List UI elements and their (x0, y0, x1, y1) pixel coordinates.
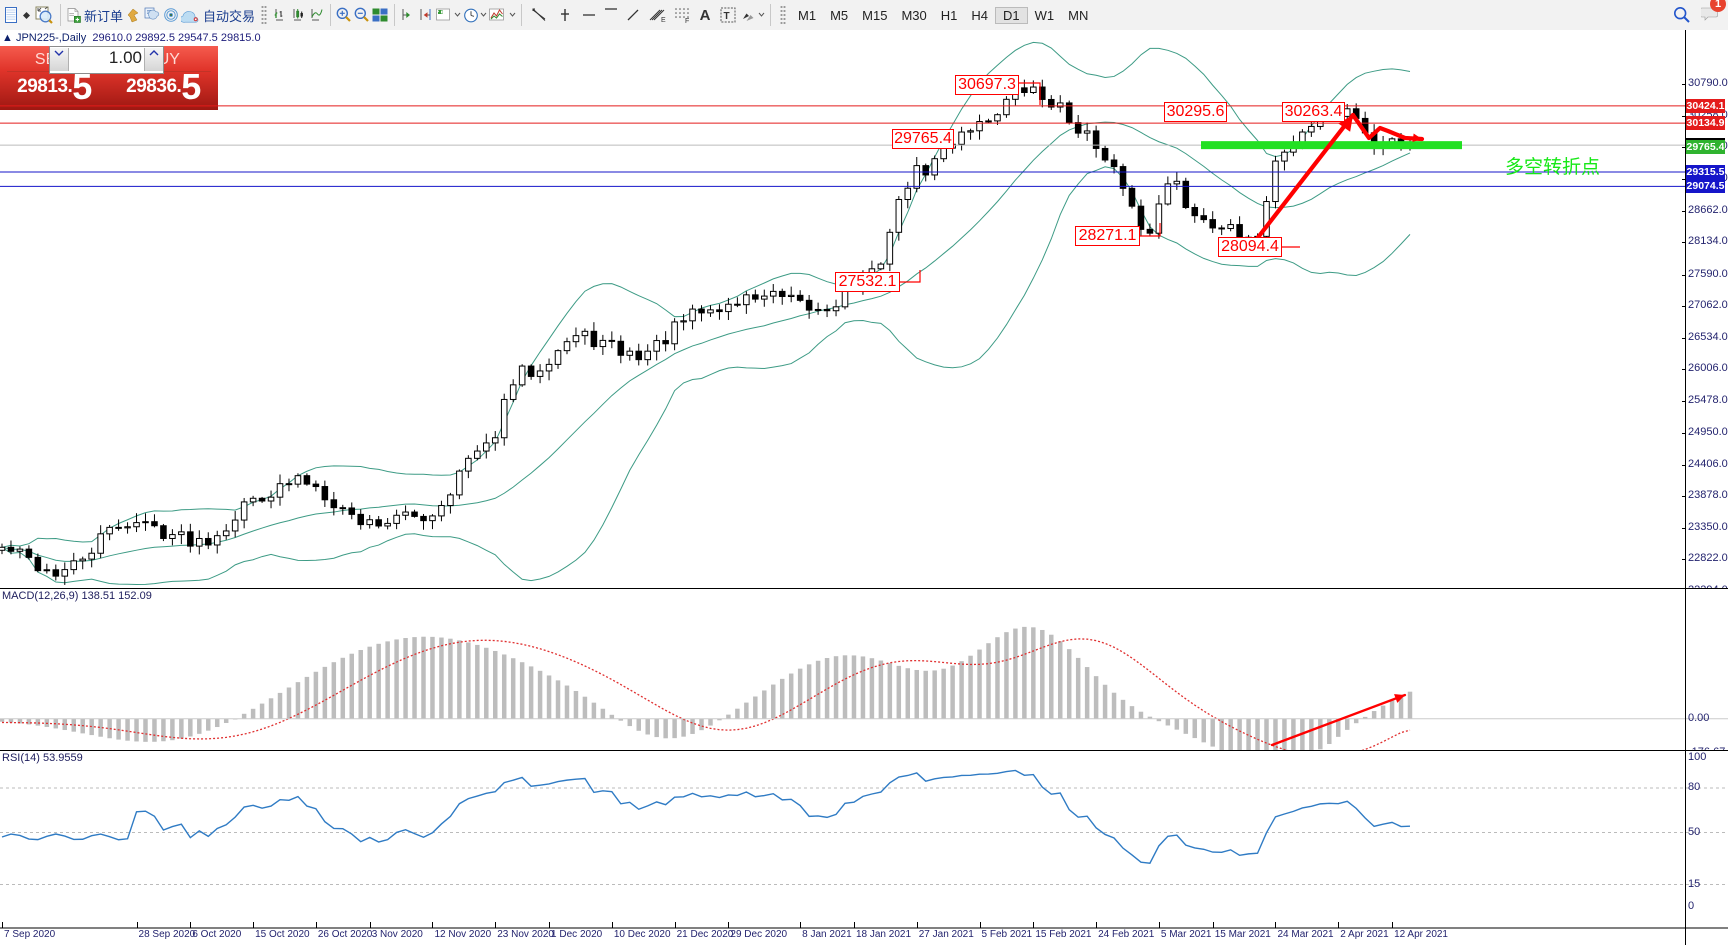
svg-text:T: T (724, 11, 730, 22)
svg-text:E: E (661, 17, 666, 23)
svg-text:F: F (685, 18, 689, 23)
